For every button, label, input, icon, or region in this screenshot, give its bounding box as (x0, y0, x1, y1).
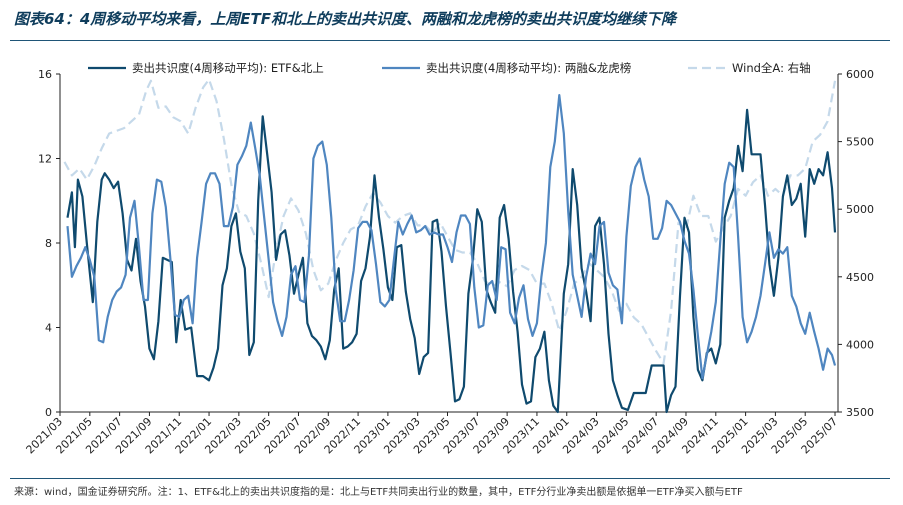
y-left-tick-label: 12 (38, 153, 52, 166)
y-left-tick-label: 4 (45, 322, 52, 335)
page-title: 图表64：4周移动平均来看，上周ETF和北上的卖出共识度、两融和龙虎榜的卖出共识… (14, 10, 677, 28)
y-right-tick-label: 4500 (846, 271, 874, 284)
y-right-tick-label: 4000 (846, 338, 874, 351)
legend-label: 卖出共识度(4周移动平均): ETF&北上 (132, 61, 324, 75)
series-line-wind-index (63, 78, 837, 365)
footer-divider (10, 478, 890, 479)
y-right-tick-label: 3500 (846, 406, 874, 419)
y-left-tick-label: 0 (45, 406, 52, 419)
line-chart: 04812163500400045005000550060002021/0320… (24, 61, 874, 456)
y-right-tick-label: 6000 (846, 68, 874, 81)
y-left-tick-label: 8 (45, 237, 52, 250)
series-line-etf-northbound (66, 108, 837, 414)
legend-label: Wind全A: 右轴 (732, 61, 811, 75)
series-layer (63, 78, 837, 414)
y-right-tick-label: 5000 (846, 203, 874, 216)
legend-label: 卖出共识度(4周移动平均): 两融&龙虎榜 (426, 61, 631, 75)
y-left-tick-label: 16 (38, 68, 52, 81)
legend: 卖出共识度(4周移动平均): ETF&北上 卖出共识度(4周移动平均): 两融&龙… (88, 61, 811, 75)
source-note: 来源：wind，国金证券研究所。注：1、ETF&北上的卖出共识度指的是：北上与E… (14, 487, 743, 498)
series-line-margin-dragon-tiger (66, 94, 837, 380)
y-right-tick-label: 5500 (846, 136, 874, 149)
title-divider (10, 40, 890, 41)
